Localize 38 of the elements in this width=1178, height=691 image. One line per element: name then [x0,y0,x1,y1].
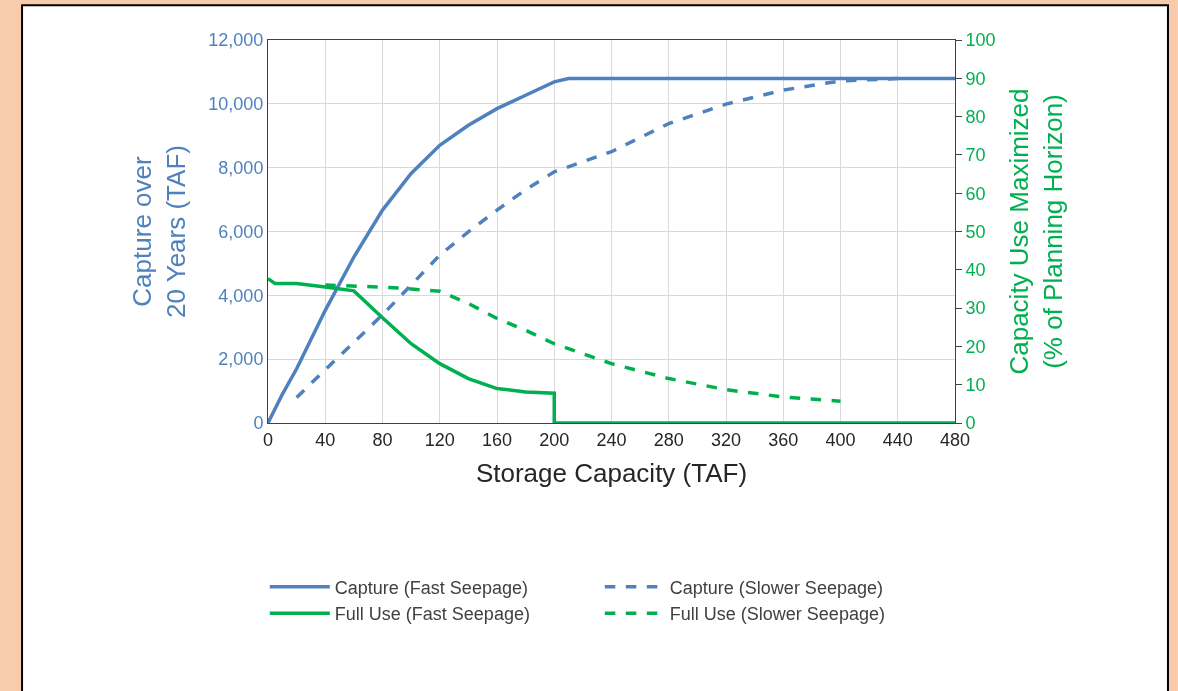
x-tick-label: 360 [768,429,799,450]
y2-axis-title: Capacity Use Maximized (% of Planning Horizon) [1004,88,1069,375]
y2-tick-label: 100 [965,30,996,51]
y2-tick-label: 60 [965,183,986,204]
y2-tick-label: 10 [965,375,986,395]
x-tick-label: 120 [424,429,455,450]
y-tick-label: 2,000 [218,349,264,370]
legend-label: Capture (Fast Seepage) [334,577,528,598]
y-tick-label: 6,000 [218,221,264,242]
y2-tick-label: 70 [965,145,986,166]
legend-label: Full Use (Slower Seepage) [669,604,885,625]
x-tick-label: 440 [882,429,913,450]
y2-tick-label: 40 [965,260,986,281]
line-series [268,76,955,423]
y-tick-label: 8,000 [218,157,264,178]
y-tick-label: 4,000 [218,285,264,306]
y-tick-label: 12,000 [208,30,264,51]
y2-tick-label: 90 [965,68,986,89]
x-axis-title: Storage Capacity (TAF) [475,458,748,489]
x-tick-label: 80 [372,429,393,450]
line-series [323,283,843,403]
y2-tick-label: 80 [965,106,986,127]
y-tick-label: 0 [253,413,264,434]
y2-tick-label: 50 [965,221,986,242]
y2-tick-label: 20 [965,336,986,357]
x-tick-label: 240 [596,429,627,450]
legend-label: Full Use (Fast Seepage) [334,604,530,625]
y2-tick-label: 30 [965,298,986,319]
legend-label: Capture (Slower Seepage) [669,577,883,598]
line-series [268,276,955,423]
x-tick-label: 200 [539,429,570,450]
x-tick-label: 160 [481,429,513,450]
y-axis-title: Capture over 20 Years (TAF) [126,145,191,318]
x-tick-label: 400 [825,429,856,450]
x-tick-label: 280 [653,429,684,450]
x-tick-label: 40 [315,429,336,450]
y-tick-label: 10,000 [208,94,264,115]
x-tick-label: 320 [710,429,742,450]
